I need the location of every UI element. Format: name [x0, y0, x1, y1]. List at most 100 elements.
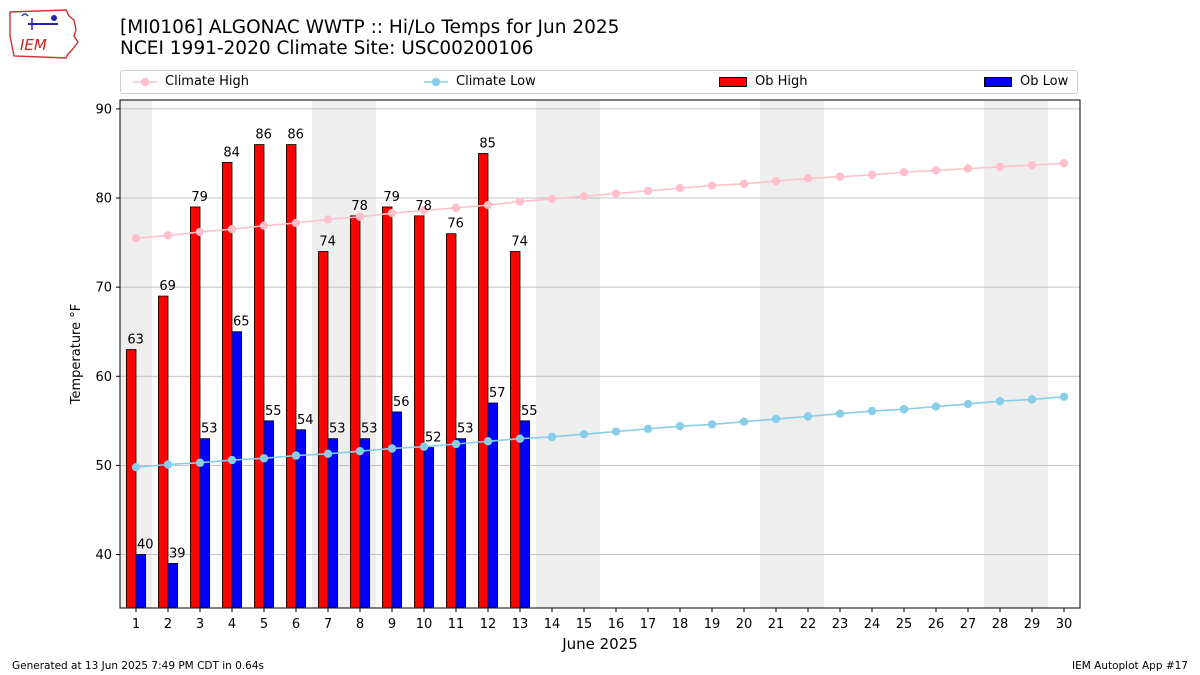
- bars: [126, 144, 531, 609]
- y-tick-label: 80: [95, 192, 112, 207]
- x-tick-label: 6: [292, 617, 300, 632]
- x-tick-label: 23: [832, 617, 849, 632]
- x-tick-label: 28: [992, 617, 1009, 632]
- y-tick-label: 50: [95, 459, 112, 474]
- x-tick-label: 2: [164, 617, 172, 632]
- iowa-map-icon: IEM: [9, 9, 79, 59]
- ob-high-bar: [381, 206, 393, 609]
- ob-high-bar-label: 86: [287, 128, 304, 143]
- ob-low-bar-label: 57: [489, 386, 506, 401]
- ob-low-bar: [231, 331, 243, 609]
- ob-low-bar: [455, 438, 467, 609]
- legend-ob-low-label: Ob Low: [1020, 74, 1069, 89]
- legend-climate-low: Climate Low: [424, 74, 536, 89]
- climate-low-point: [387, 444, 397, 453]
- climate-high-point: [195, 227, 205, 237]
- climate-high-point: [515, 197, 525, 206]
- ob-high-bar: [285, 144, 297, 609]
- bar-labels: 63 69 79 84 86 86 74 78 79 78 76 85 74 40 39 53 65 55 54 53…: [127, 128, 537, 562]
- climate-high-point: [835, 172, 845, 181]
- ob-high-bar: [317, 251, 329, 609]
- climate-high-point: [1027, 160, 1037, 170]
- climate-high-point: [867, 170, 877, 180]
- ob-high-bar: [189, 206, 201, 609]
- footer-generated: Generated at 13 Jun 2025 7:49 PM CDT in …: [12, 660, 265, 672]
- climate-high-point: [131, 233, 141, 243]
- ob-low-bar-label: 54: [297, 413, 314, 428]
- climate-low-point: [579, 430, 589, 439]
- y-tick-label: 40: [95, 548, 112, 563]
- climate-low-point: [611, 427, 621, 436]
- ob-high-swatch-icon: [719, 76, 747, 87]
- climate-low-point: [1027, 395, 1037, 404]
- climate-low-point: [963, 399, 973, 409]
- climate-low-point: [259, 454, 269, 463]
- ob-high-bar-label: 84: [223, 145, 240, 160]
- x-tick-label: 4: [228, 617, 236, 632]
- climate-low-point: [835, 409, 845, 418]
- y-tick-label: 90: [95, 102, 112, 117]
- weekend-band: [536, 100, 568, 608]
- y-axis: 40 50 60 70 80 90: [95, 102, 120, 563]
- climate-low-point: [195, 458, 205, 467]
- ob-low-bar-label: 53: [201, 422, 218, 437]
- climate-low-point: [547, 432, 557, 442]
- ob-low-bar-label: 53: [329, 422, 346, 437]
- x-tick-label: 14: [544, 617, 561, 632]
- x-tick-label: 19: [704, 617, 721, 632]
- ob-high-bar: [477, 153, 489, 609]
- ob-low-bar-label: 52: [425, 431, 442, 446]
- x-tick-label: 10: [416, 617, 433, 632]
- climate-high-point: [259, 221, 269, 230]
- ob-high-bar: [349, 215, 361, 609]
- footer-app-id: IEM Autoplot App #17: [1072, 660, 1188, 672]
- y-tick-label: 70: [95, 281, 112, 296]
- climate-high-point: [611, 189, 621, 198]
- ob-high-bar: [157, 295, 169, 609]
- ob-low-bar-label: 53: [361, 422, 378, 437]
- ob-low-bar-label: 40: [137, 538, 154, 553]
- ob-high-bar-label: 69: [159, 279, 176, 294]
- ob-low-bar-label: 56: [393, 395, 410, 410]
- x-tick-label: 17: [640, 617, 657, 632]
- ob-high-bar-label: 79: [383, 190, 400, 205]
- climate-high-point: [227, 225, 237, 234]
- legend-ob-high: Ob High: [719, 74, 808, 89]
- x-tick-label: 22: [800, 617, 817, 632]
- legend-ob-high-label: Ob High: [755, 74, 808, 89]
- x-tick-label: 5: [260, 617, 268, 632]
- climate-low-point: [1059, 392, 1069, 401]
- weekend-band: [760, 100, 792, 608]
- legend-climate-high: Climate High: [133, 74, 249, 89]
- ob-low-bar-label: 55: [265, 404, 282, 419]
- chart-title: [MI0106] ALGONAC WWTP :: Hi/Lo Temps for…: [120, 17, 619, 59]
- legend-climate-high-label: Climate High: [165, 74, 250, 89]
- x-tick-label: 18: [672, 617, 689, 632]
- ob-low-swatch-icon: [984, 76, 1012, 87]
- climate-low-point: [323, 449, 333, 459]
- climate-high-point: [323, 215, 333, 224]
- climate-high-line: [135, 162, 1065, 239]
- climate-low-line: [135, 395, 1065, 468]
- ob-high-bar-label: 78: [351, 199, 368, 214]
- climate-lines: [131, 159, 1069, 472]
- iem-logo: IEM: [8, 6, 80, 60]
- weekend-band: [568, 100, 600, 608]
- climate-high-point: [483, 200, 493, 210]
- climate-low-point: [803, 412, 813, 421]
- ob-high-bar-label: 63: [127, 333, 144, 348]
- svg-text:IEM: IEM: [20, 36, 47, 54]
- x-tick-label: 29: [1024, 617, 1041, 632]
- ob-high-bar-label: 76: [447, 217, 464, 232]
- ob-low-bar: [487, 402, 499, 609]
- climate-low-point: [131, 462, 141, 472]
- climate-high-point: [803, 174, 813, 183]
- climate-high-point: [419, 206, 429, 215]
- legend-ob-low: Ob Low: [984, 74, 1068, 89]
- climate-low-swatch-icon: [424, 77, 448, 86]
- ob-low-bar: [135, 554, 147, 609]
- x-tick-label: 21: [768, 617, 785, 632]
- ob-low-bar: [263, 420, 275, 609]
- ob-low-bar: [519, 420, 531, 609]
- ob-high-bar-label: 86: [255, 128, 272, 143]
